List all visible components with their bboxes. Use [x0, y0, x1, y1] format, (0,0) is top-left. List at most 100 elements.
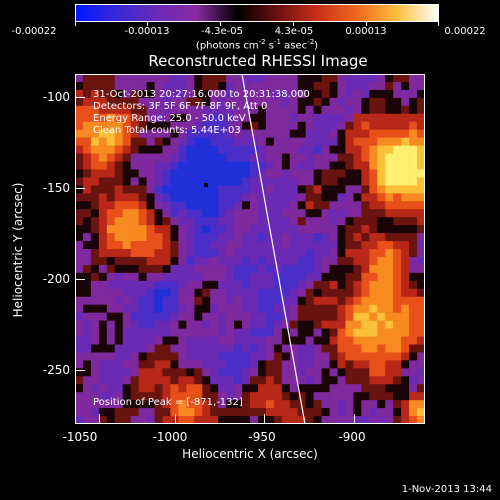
image-pixel — [122, 193, 131, 202]
x-tick — [99, 414, 100, 424]
image-pixel — [122, 129, 131, 138]
image-pixel — [265, 320, 275, 329]
image-pixel — [361, 129, 370, 138]
image-pixel — [313, 249, 322, 258]
image-pixel — [313, 81, 322, 91]
image-pixel — [377, 193, 386, 202]
image-pixel — [122, 280, 131, 290]
image-pixel — [281, 201, 291, 210]
image-pixel — [265, 129, 275, 138]
image-pixel — [265, 185, 275, 194]
image-pixel — [377, 225, 386, 234]
image-pixel — [154, 368, 163, 377]
image-pixel — [393, 177, 402, 186]
image-pixel — [369, 89, 378, 99]
image-pixel — [401, 129, 410, 138]
image-pixel — [210, 408, 219, 417]
image-pixel — [106, 264, 116, 274]
image-pixel — [210, 280, 219, 290]
image-pixel — [377, 241, 386, 250]
image-pixel — [242, 193, 251, 202]
image-pixel — [281, 272, 291, 282]
image-pixel — [401, 400, 410, 409]
image-pixel — [401, 376, 410, 385]
image-pixel — [186, 145, 195, 154]
image-pixel — [329, 416, 338, 424]
image-pixel — [154, 169, 163, 178]
image-pixel — [281, 360, 291, 369]
image-pixel — [242, 416, 251, 424]
image-pixel — [210, 336, 219, 345]
image-pixel — [281, 217, 291, 226]
image-pixel — [305, 113, 314, 123]
image-pixel — [297, 201, 306, 210]
image-pixel — [114, 400, 124, 409]
image-pixel — [345, 81, 354, 91]
image-pixel — [297, 217, 306, 226]
image-pixel — [130, 177, 139, 186]
image-pixel — [361, 296, 370, 305]
image-pixel — [242, 368, 251, 377]
image-pixel — [369, 376, 378, 385]
image-pixel — [75, 272, 84, 282]
image-pixel — [297, 97, 306, 107]
image-pixel — [337, 280, 346, 290]
image-pixel — [250, 177, 259, 186]
image-pixel — [305, 97, 314, 107]
image-pixel — [393, 193, 402, 202]
image-pixel — [297, 368, 306, 377]
image-pixel — [82, 185, 92, 194]
image-pixel — [313, 312, 322, 321]
image-pixel — [170, 384, 179, 393]
image-pixel — [337, 74, 346, 83]
image-pixel — [130, 352, 139, 361]
image-pixel — [234, 296, 243, 305]
image-pixel — [369, 74, 378, 83]
image-pixel — [321, 209, 330, 218]
image-pixel — [321, 233, 330, 242]
image-pixel — [202, 400, 211, 409]
image-pixel — [297, 145, 306, 154]
image-pixel — [273, 161, 283, 170]
image-pixel — [337, 376, 346, 385]
image-pixel — [242, 169, 251, 178]
image-pixel — [114, 360, 124, 369]
image-pixel — [361, 97, 370, 107]
image-pixel — [162, 89, 171, 99]
image-pixel — [321, 201, 330, 210]
image-pixel — [226, 256, 235, 266]
image-pixel — [90, 360, 100, 369]
image-pixel — [393, 264, 402, 274]
image-pixel — [82, 368, 92, 377]
image-pixel — [138, 201, 147, 210]
image-pixel — [337, 129, 346, 138]
image-pixel — [337, 256, 346, 266]
image-pixel — [305, 81, 314, 91]
image-pixel — [90, 376, 100, 385]
image-pixel — [154, 384, 163, 393]
image-pixel — [273, 336, 283, 345]
image-pixel — [90, 209, 100, 218]
image-pixel — [377, 296, 386, 305]
image-pixel — [393, 129, 402, 138]
image-pixel — [273, 312, 283, 321]
image-pixel — [361, 264, 370, 274]
image-pixel — [218, 193, 227, 202]
image-pixel — [130, 209, 139, 218]
image-pixel — [186, 81, 195, 91]
image-pixel — [289, 97, 299, 107]
image-pixel — [234, 272, 243, 282]
image-pixel — [313, 169, 322, 178]
image-pixel — [186, 177, 195, 186]
image-pixel — [297, 161, 306, 170]
image-pixel — [345, 121, 354, 130]
x-tick-label: -900 — [338, 430, 366, 444]
image-pixel — [265, 121, 275, 130]
image-pixel — [393, 344, 402, 353]
image-pixel — [385, 153, 394, 162]
image-pixel — [377, 416, 386, 424]
image-pixel — [313, 97, 322, 107]
image-pixel — [130, 169, 139, 178]
image-pixel — [361, 105, 370, 115]
image-pixel — [178, 89, 187, 99]
